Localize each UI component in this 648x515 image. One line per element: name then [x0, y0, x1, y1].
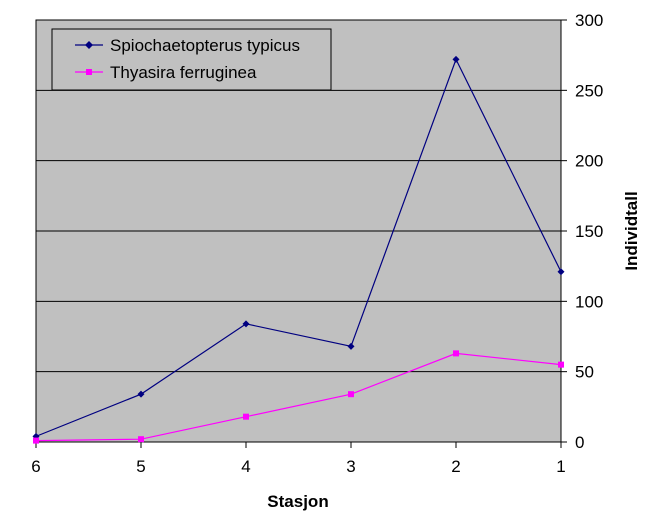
- y-tick-label: 200: [575, 152, 603, 171]
- data-point-series-1: [557, 268, 565, 276]
- x-tick-label: 1: [556, 457, 565, 476]
- y-tick-label: 250: [575, 81, 603, 100]
- y-tick-label: 0: [575, 433, 584, 452]
- data-point-series-1: [347, 342, 355, 350]
- x-tick-label: 5: [136, 457, 145, 476]
- legend-marker-series-1: [85, 41, 93, 49]
- legend-box: [51, 28, 332, 91]
- y-tick-label: 100: [575, 292, 603, 311]
- x-tick-label: 4: [241, 457, 250, 476]
- data-point-series-2: [348, 391, 354, 398]
- x-axis-ticks: 6 5 4 3 2 1: [31, 442, 566, 476]
- data-point-series-2: [138, 436, 144, 443]
- series-line-1: [35, 57, 562, 437]
- legend-label-series-1: Spiochaetopterus typicus: [110, 36, 300, 55]
- legend-marker-series-2: [86, 69, 92, 75]
- data-point-series-2: [33, 437, 39, 444]
- x-axis-title: Stasjon: [267, 492, 328, 511]
- y-tick-label: 150: [575, 222, 603, 241]
- legend: Spiochaetopterus typicus Thyasira ferrug…: [51, 28, 332, 91]
- legend-label-series-2: Thyasira ferruginea: [110, 63, 257, 82]
- y-axis-title: Individtall: [622, 191, 641, 270]
- y-axis-ticks: 0 50 100 150 200 250 300: [561, 11, 603, 452]
- data-point-series-2: [243, 413, 249, 420]
- series-layer: [32, 55, 565, 444]
- x-tick-label: 3: [346, 457, 355, 476]
- y-tick-label: 300: [575, 11, 603, 30]
- data-point-series-1: [452, 55, 460, 63]
- data-point-series-1: [242, 320, 250, 328]
- x-tick-label: 2: [451, 457, 460, 476]
- series-line-2: [35, 352, 562, 442]
- y-tick-label: 50: [575, 363, 594, 382]
- data-point-series-1: [137, 390, 145, 398]
- x-tick-label: 6: [31, 457, 40, 476]
- data-point-series-2: [558, 361, 564, 368]
- data-point-series-2: [453, 350, 459, 357]
